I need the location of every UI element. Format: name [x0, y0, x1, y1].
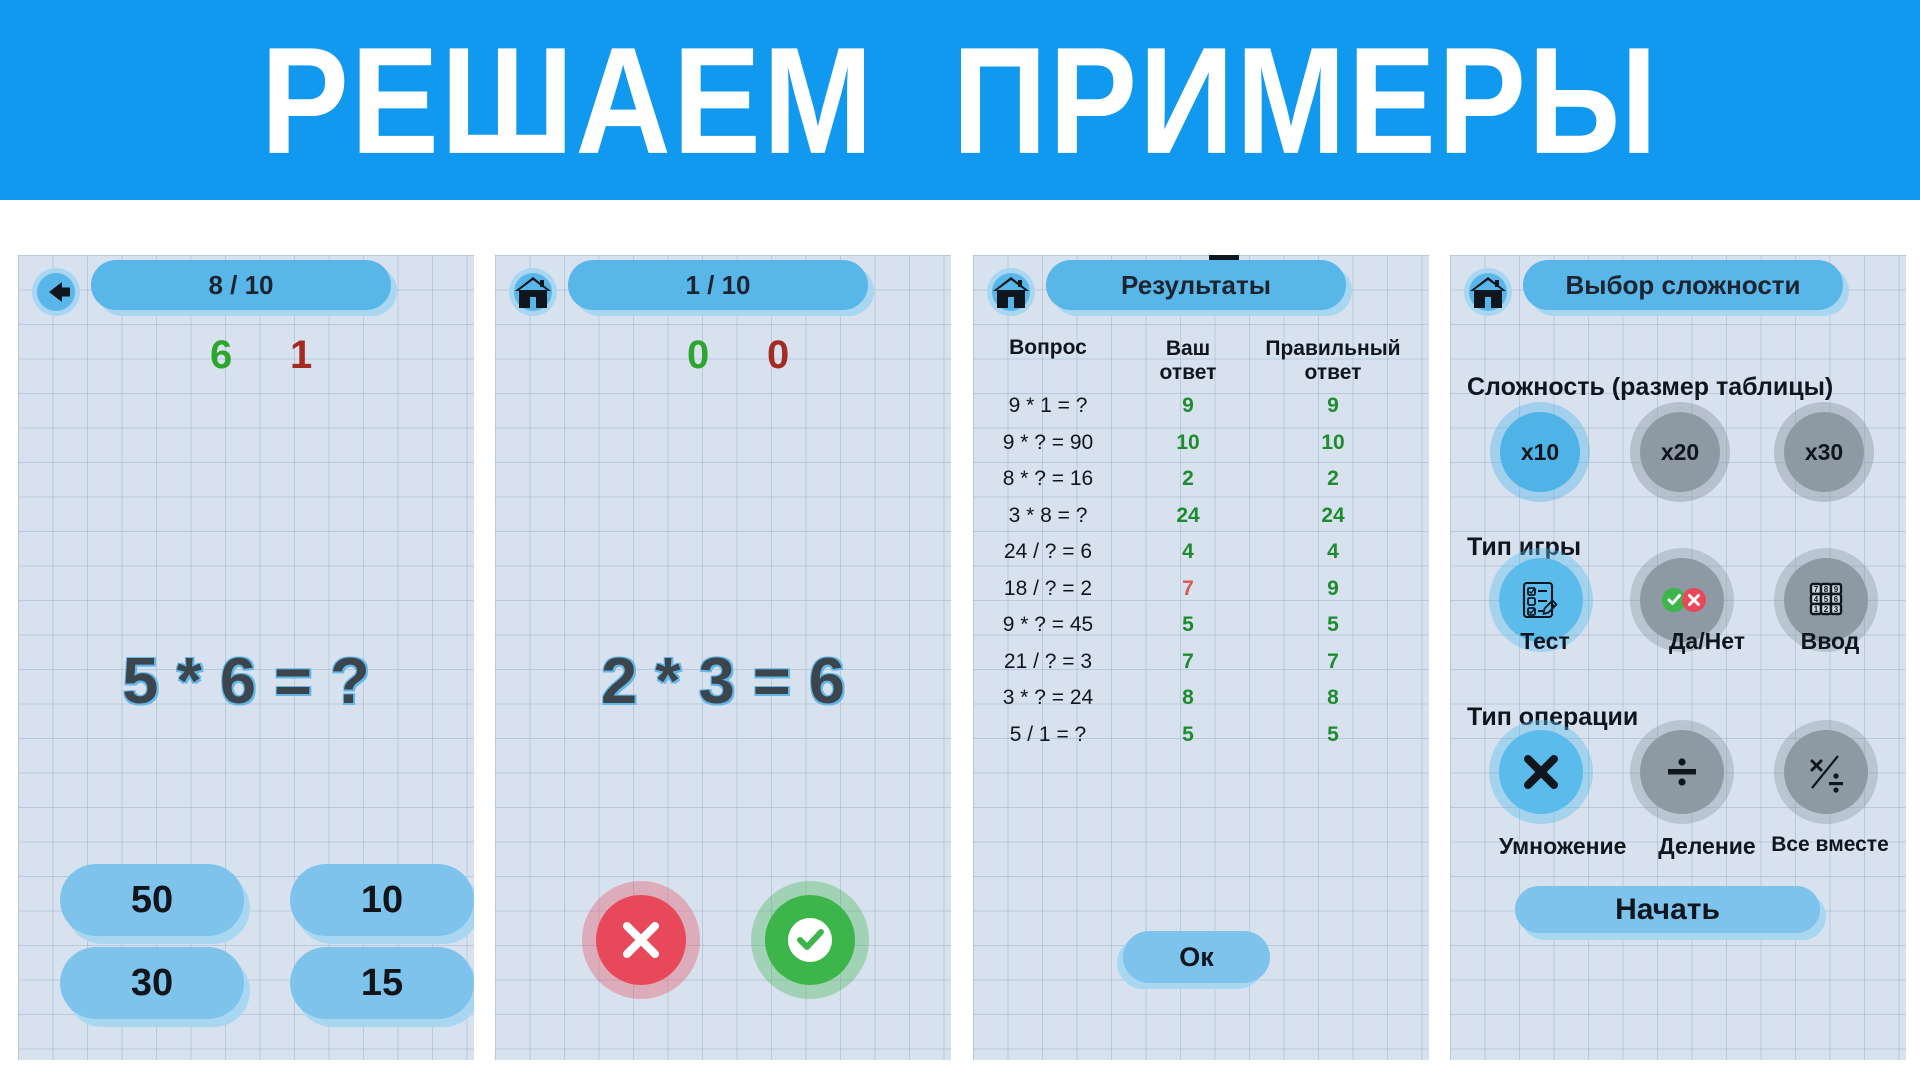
svg-text:1: 1 — [1814, 605, 1819, 614]
svg-text:6: 6 — [1834, 595, 1839, 604]
svg-text:2: 2 — [1824, 605, 1829, 614]
svg-text:9: 9 — [1834, 585, 1839, 594]
svg-text:3: 3 — [1834, 605, 1839, 614]
svg-text:4: 4 — [1814, 595, 1819, 604]
svg-text:8: 8 — [1824, 585, 1829, 594]
svg-text:7: 7 — [1814, 585, 1819, 594]
svg-text:5: 5 — [1824, 595, 1829, 604]
